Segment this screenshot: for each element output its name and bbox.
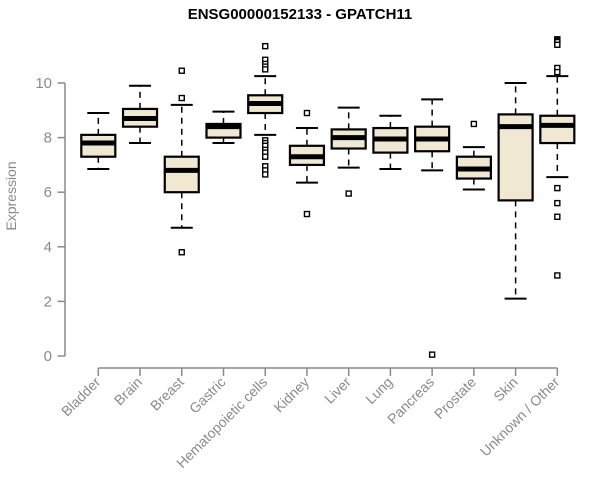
svg-text:Breast: Breast [147, 374, 187, 414]
chart-title: ENSG00000152133 - GPATCH11 [188, 6, 413, 23]
svg-text:Brain: Brain [111, 374, 145, 408]
y-axis-title: Expression [3, 161, 19, 230]
svg-text:8: 8 [44, 130, 52, 147]
svg-text:10: 10 [35, 75, 52, 92]
svg-text:0: 0 [44, 348, 52, 365]
svg-text:Prostate: Prostate [431, 374, 479, 422]
svg-text:Skin: Skin [490, 374, 521, 405]
svg-text:6: 6 [44, 184, 52, 201]
svg-text:Bladder: Bladder [58, 374, 104, 420]
svg-text:Lung: Lung [362, 374, 395, 407]
svg-text:Unknown / Other: Unknown / Other [477, 374, 563, 460]
svg-text:Liver: Liver [321, 374, 354, 407]
svg-text:4: 4 [44, 239, 52, 256]
svg-text:Kidney: Kidney [270, 374, 312, 416]
svg-text:2: 2 [44, 293, 52, 310]
